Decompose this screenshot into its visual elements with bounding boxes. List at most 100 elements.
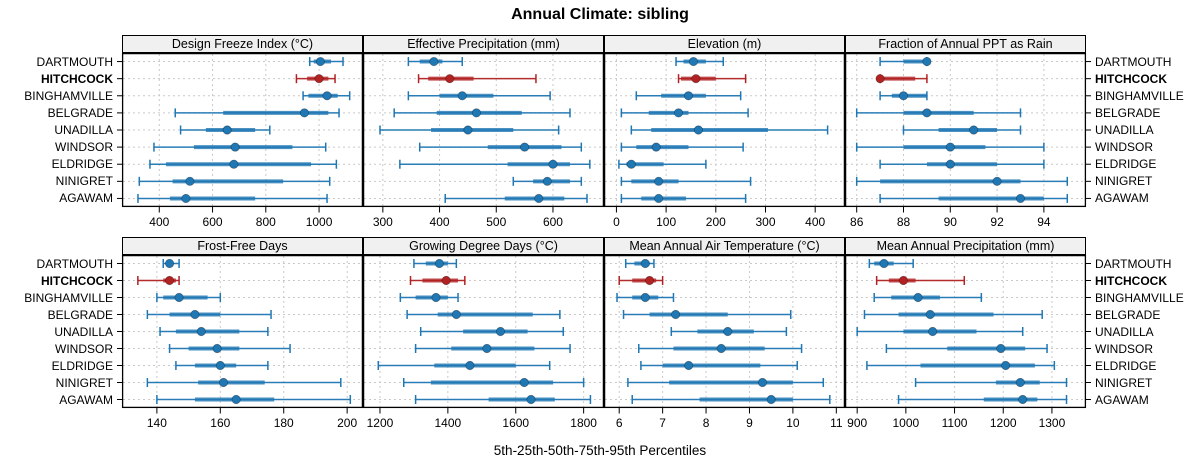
median-dot xyxy=(945,159,955,169)
site-label-left-agawam: AGAWAM xyxy=(0,391,118,408)
site-label-text: HITCHCOCK xyxy=(41,273,113,288)
site-label-left-unadilla: UNADILLA xyxy=(0,121,118,138)
panel-header-fraction-of-annual-ppt-as-rain: Fraction of Annual PPT as Rain xyxy=(845,35,1086,53)
median-dot xyxy=(684,360,694,371)
panel-plot-frost-free-days: 140 160 180 200 xyxy=(117,254,364,430)
x-tick-label: 1300 xyxy=(1039,416,1066,430)
site-label-text: ELDRIDGE xyxy=(1095,358,1157,373)
x-tick-label: 500 xyxy=(486,215,506,229)
site-label-text: ELDRIDGE xyxy=(1095,157,1157,172)
median-dot xyxy=(164,258,175,269)
median-dot xyxy=(212,343,222,354)
panel-border xyxy=(844,254,1087,409)
median-dot xyxy=(231,394,241,405)
x-tick-label: 94 xyxy=(1037,215,1051,229)
series-eldridge xyxy=(866,360,1056,371)
series-ninigret xyxy=(914,377,1068,388)
median-dot xyxy=(519,377,529,388)
site-label-left-belgrade: BELGRADE xyxy=(0,306,118,323)
site-label-right-dartmouth: DARTMOUTH xyxy=(1090,53,1200,70)
series-hitchcock xyxy=(137,275,180,286)
series-windsor xyxy=(414,343,571,354)
median-dot xyxy=(925,309,935,320)
series-hitchcock xyxy=(295,74,336,84)
x-tick-label: 400 xyxy=(149,215,169,229)
panel-border xyxy=(603,52,846,208)
series-dartmouth xyxy=(879,56,932,67)
series-ninigret xyxy=(620,176,752,186)
x-tick-label: 7 xyxy=(659,416,666,430)
series-binghamville xyxy=(879,91,928,101)
site-label-left-binghamville: BINGHAMVILLE xyxy=(0,87,118,104)
x-tick-label: 9 xyxy=(746,416,753,430)
site-label-text: DARTMOUTH xyxy=(1095,256,1172,271)
x-tick-label: 300 xyxy=(373,215,393,229)
panel-border xyxy=(362,52,605,208)
median-dot xyxy=(766,394,776,405)
median-dot xyxy=(218,377,229,388)
panel-plot-elevation-m-: 0 100 200 300 400 xyxy=(603,52,846,229)
median-dot xyxy=(640,292,650,303)
median-dot xyxy=(181,193,191,204)
median-dot xyxy=(716,343,726,354)
site-label-text: BELGRADE xyxy=(47,105,113,120)
series-agawam xyxy=(137,193,328,204)
x-tick-label: 900 xyxy=(847,416,867,430)
site-label-left-windsor: WINDSOR xyxy=(0,340,118,357)
site-label-right-hitchcock: HITCHCOCK xyxy=(1090,70,1200,87)
series-belgrade xyxy=(406,309,561,320)
series-dartmouth xyxy=(308,56,344,67)
median-dot xyxy=(922,108,932,118)
panel-title: Fraction of Annual PPT as Rain xyxy=(878,37,1053,51)
panel-plot-mean-annual-precipitation-mm-: 900 1000 1100 1200 1300 xyxy=(844,254,1091,430)
median-dot xyxy=(299,108,310,118)
site-label-left-binghamville: BINGHAMVILLE xyxy=(0,289,118,306)
x-tick-label: 600 xyxy=(543,215,563,229)
x-tick-label: 1100 xyxy=(942,416,968,430)
x-tick-label: 10 xyxy=(786,416,800,430)
series-belgrade xyxy=(620,108,749,118)
median-dot xyxy=(196,326,206,337)
panel-header-mean-annual-air-temperature-c-: Mean Annual Air Temperature (°C) xyxy=(604,237,845,255)
site-label-left-agawam: AGAWAM xyxy=(0,190,118,207)
site-label-left-ninigret: NINIGRET xyxy=(0,374,118,391)
site-label-text: BELGRADE xyxy=(47,307,113,322)
panel-border xyxy=(603,254,846,409)
site-label-right-eldridge: ELDRIDGE xyxy=(1090,357,1200,374)
series-ninigret xyxy=(146,377,342,388)
median-dot xyxy=(230,142,240,152)
median-dot xyxy=(229,159,239,169)
series-binghamville xyxy=(873,292,983,303)
site-label-right-agawam: AGAWAM xyxy=(1090,391,1200,408)
median-dot xyxy=(879,258,889,269)
series-unadilla xyxy=(159,326,269,337)
site-label-right-ninigret: NINIGRET xyxy=(1090,173,1200,190)
site-label-right-binghamville: BINGHAMVILLE xyxy=(1090,289,1200,306)
x-tick-label: 90 xyxy=(944,215,958,229)
series-windsor xyxy=(153,142,327,152)
panel-border xyxy=(844,52,1087,208)
site-label-text: ELDRIDGE xyxy=(51,157,113,172)
median-dot xyxy=(429,56,439,67)
site-label-text: HITCHCOCK xyxy=(1095,273,1167,288)
median-dot xyxy=(922,56,932,67)
median-dot xyxy=(640,258,650,269)
series-ninigret xyxy=(627,377,825,388)
median-dot xyxy=(190,309,200,320)
panel-header-frost-free-days: Frost-Free Days xyxy=(122,237,363,255)
median-dot xyxy=(222,125,232,135)
x-tick-label: 8 xyxy=(703,416,710,430)
panel-plot-mean-annual-air-temperature-c-: 6 7 8 9 10 11 xyxy=(603,254,846,430)
site-label-text: AGAWAM xyxy=(1095,392,1149,407)
site-label-text: BELGRADE xyxy=(1095,307,1161,322)
site-label-text: HITCHCOCK xyxy=(1095,71,1167,86)
panel-border xyxy=(121,52,364,208)
median-dot xyxy=(542,176,552,186)
x-tick-label: 1800 xyxy=(570,416,597,430)
median-dot xyxy=(526,394,536,405)
median-dot xyxy=(992,176,1002,186)
site-label-left-dartmouth: DARTMOUTH xyxy=(0,53,118,70)
x-tick-label: 200 xyxy=(337,416,357,430)
site-label-text: UNADILLA xyxy=(54,122,113,137)
series-hitchcock xyxy=(618,275,664,286)
